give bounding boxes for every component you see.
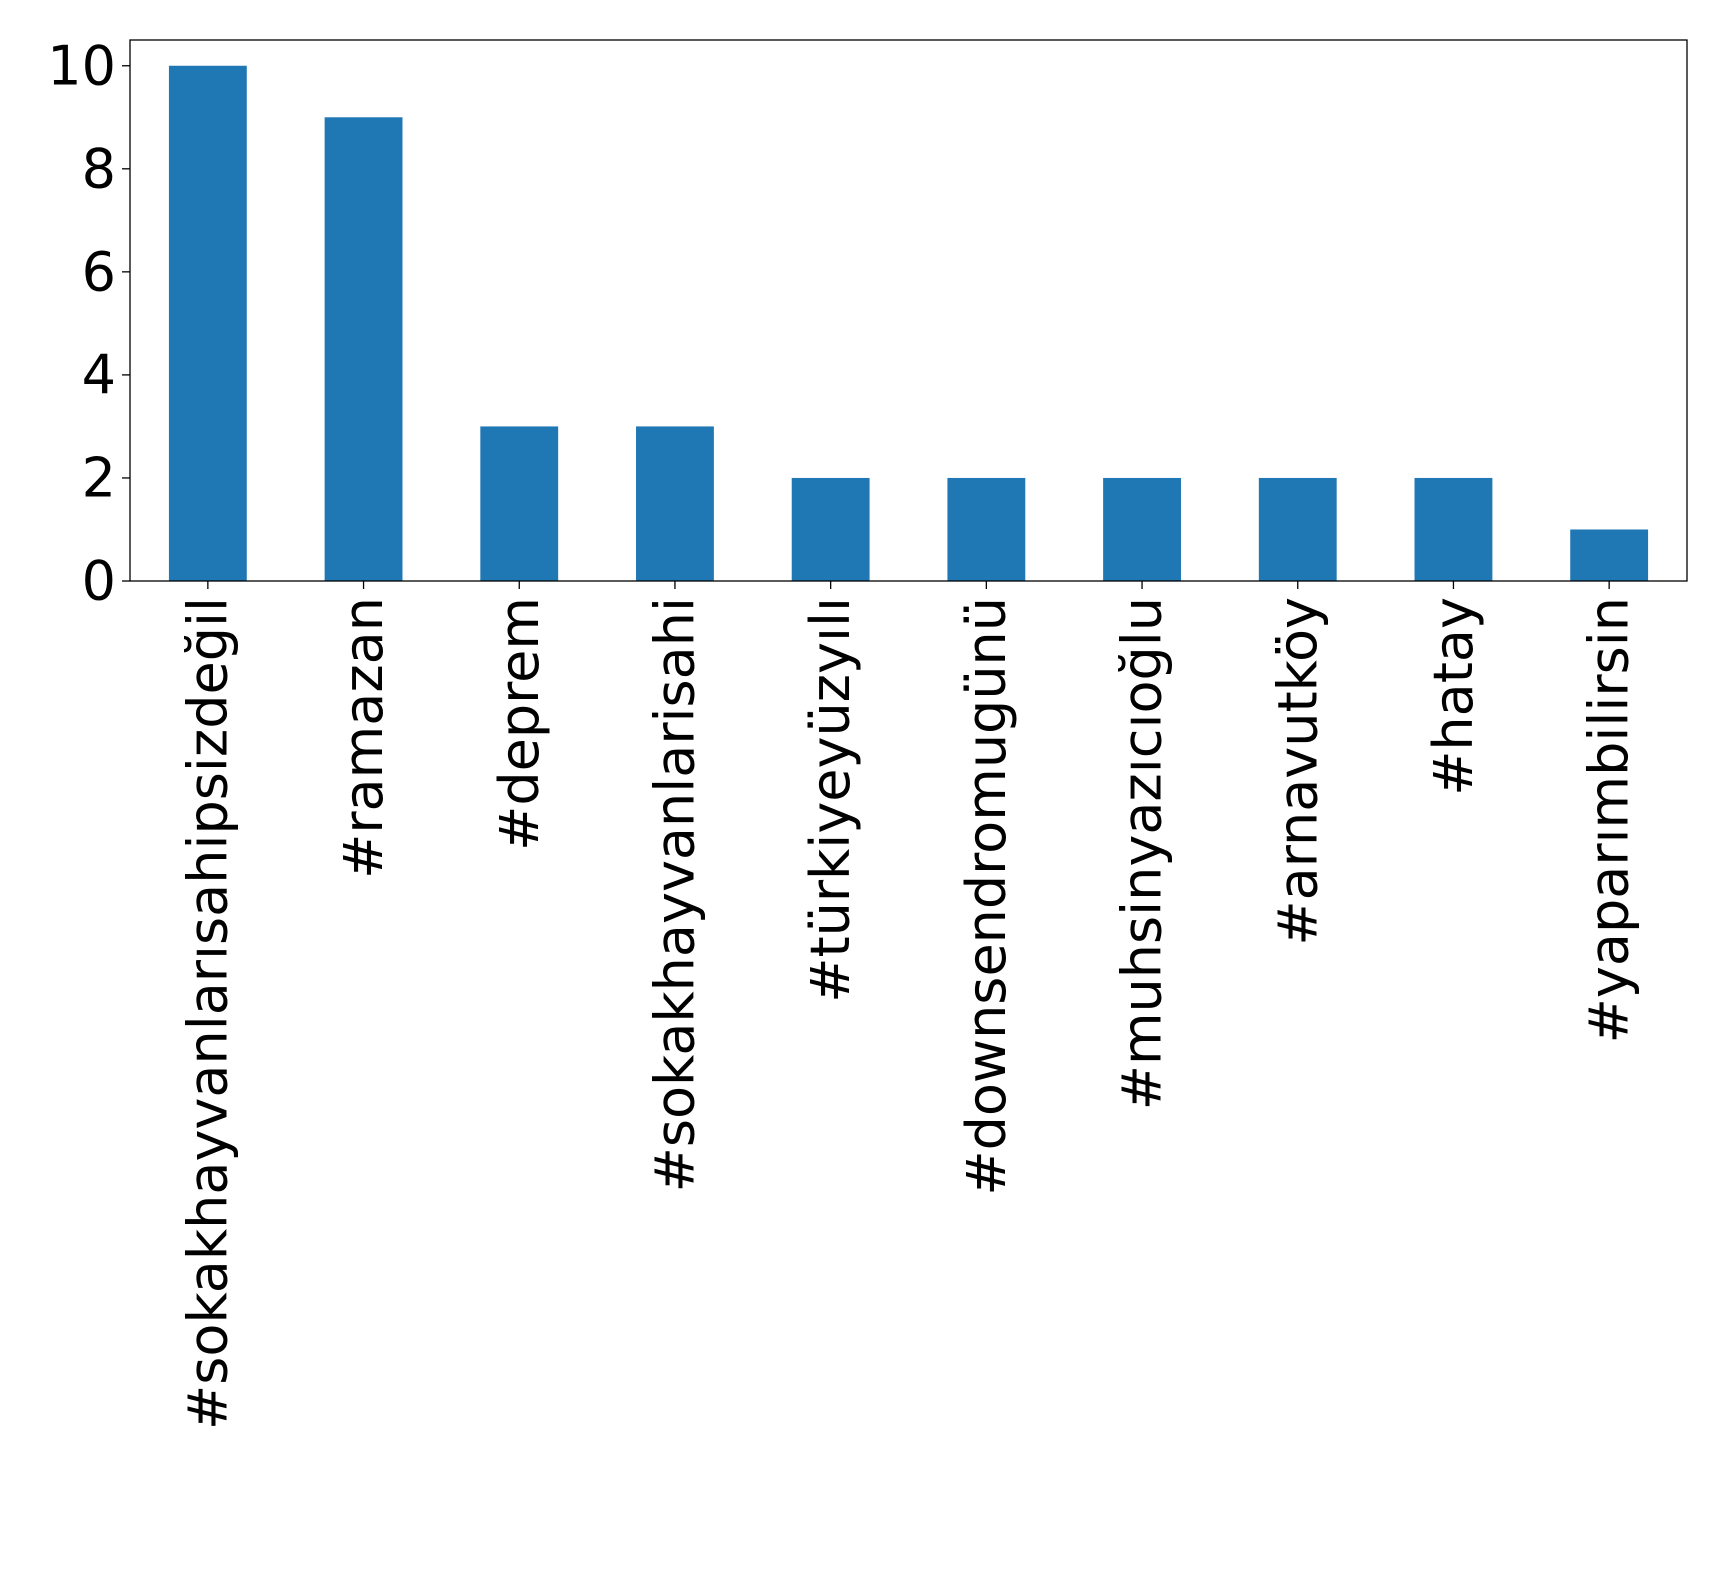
bars-layer — [168, 65, 1649, 582]
bar — [1570, 529, 1649, 581]
x-tick-label: #downsendromugünü — [955, 597, 1018, 1196]
bar — [947, 477, 1026, 581]
bar — [168, 65, 247, 581]
y-tick-label: 8 — [82, 137, 116, 200]
bar — [791, 477, 870, 581]
y-axis: 0 2 4 6 8 10 — [47, 34, 130, 613]
x-tick-label: #ramazan — [332, 597, 395, 879]
x-tick-label: #sokakhayvanlarisahi — [643, 597, 706, 1192]
bar — [636, 426, 714, 581]
x-tick-label: #arnavutköy — [1266, 597, 1329, 946]
y-tick-label: 0 — [82, 550, 116, 613]
y-tick-label: 4 — [82, 343, 116, 406]
x-axis: #sokakhayvanlarısahipsizdeğil #ramazan #de… — [176, 581, 1641, 1430]
y-tick-label: 2 — [82, 446, 116, 509]
x-tick-label: #sokakhayvanlarısahipsizdeğil — [176, 597, 239, 1430]
x-tick-label: #yaparımbilirsin — [1578, 597, 1641, 1043]
y-tick-label: 6 — [82, 240, 116, 303]
bar — [1103, 477, 1181, 581]
bar — [1258, 477, 1337, 581]
bar — [324, 117, 403, 582]
x-tick-label: #deprem — [488, 597, 551, 851]
bar — [480, 426, 559, 581]
x-tick-label: #muhsinyazıcıoğlu — [1111, 597, 1174, 1110]
y-tick-label: 10 — [47, 34, 116, 97]
x-tick-label: #türkiyeyüzyılı — [799, 597, 862, 1003]
x-tick-label: #hatay — [1422, 597, 1485, 796]
plot-frame — [129, 39, 1688, 582]
bar — [1414, 477, 1493, 581]
